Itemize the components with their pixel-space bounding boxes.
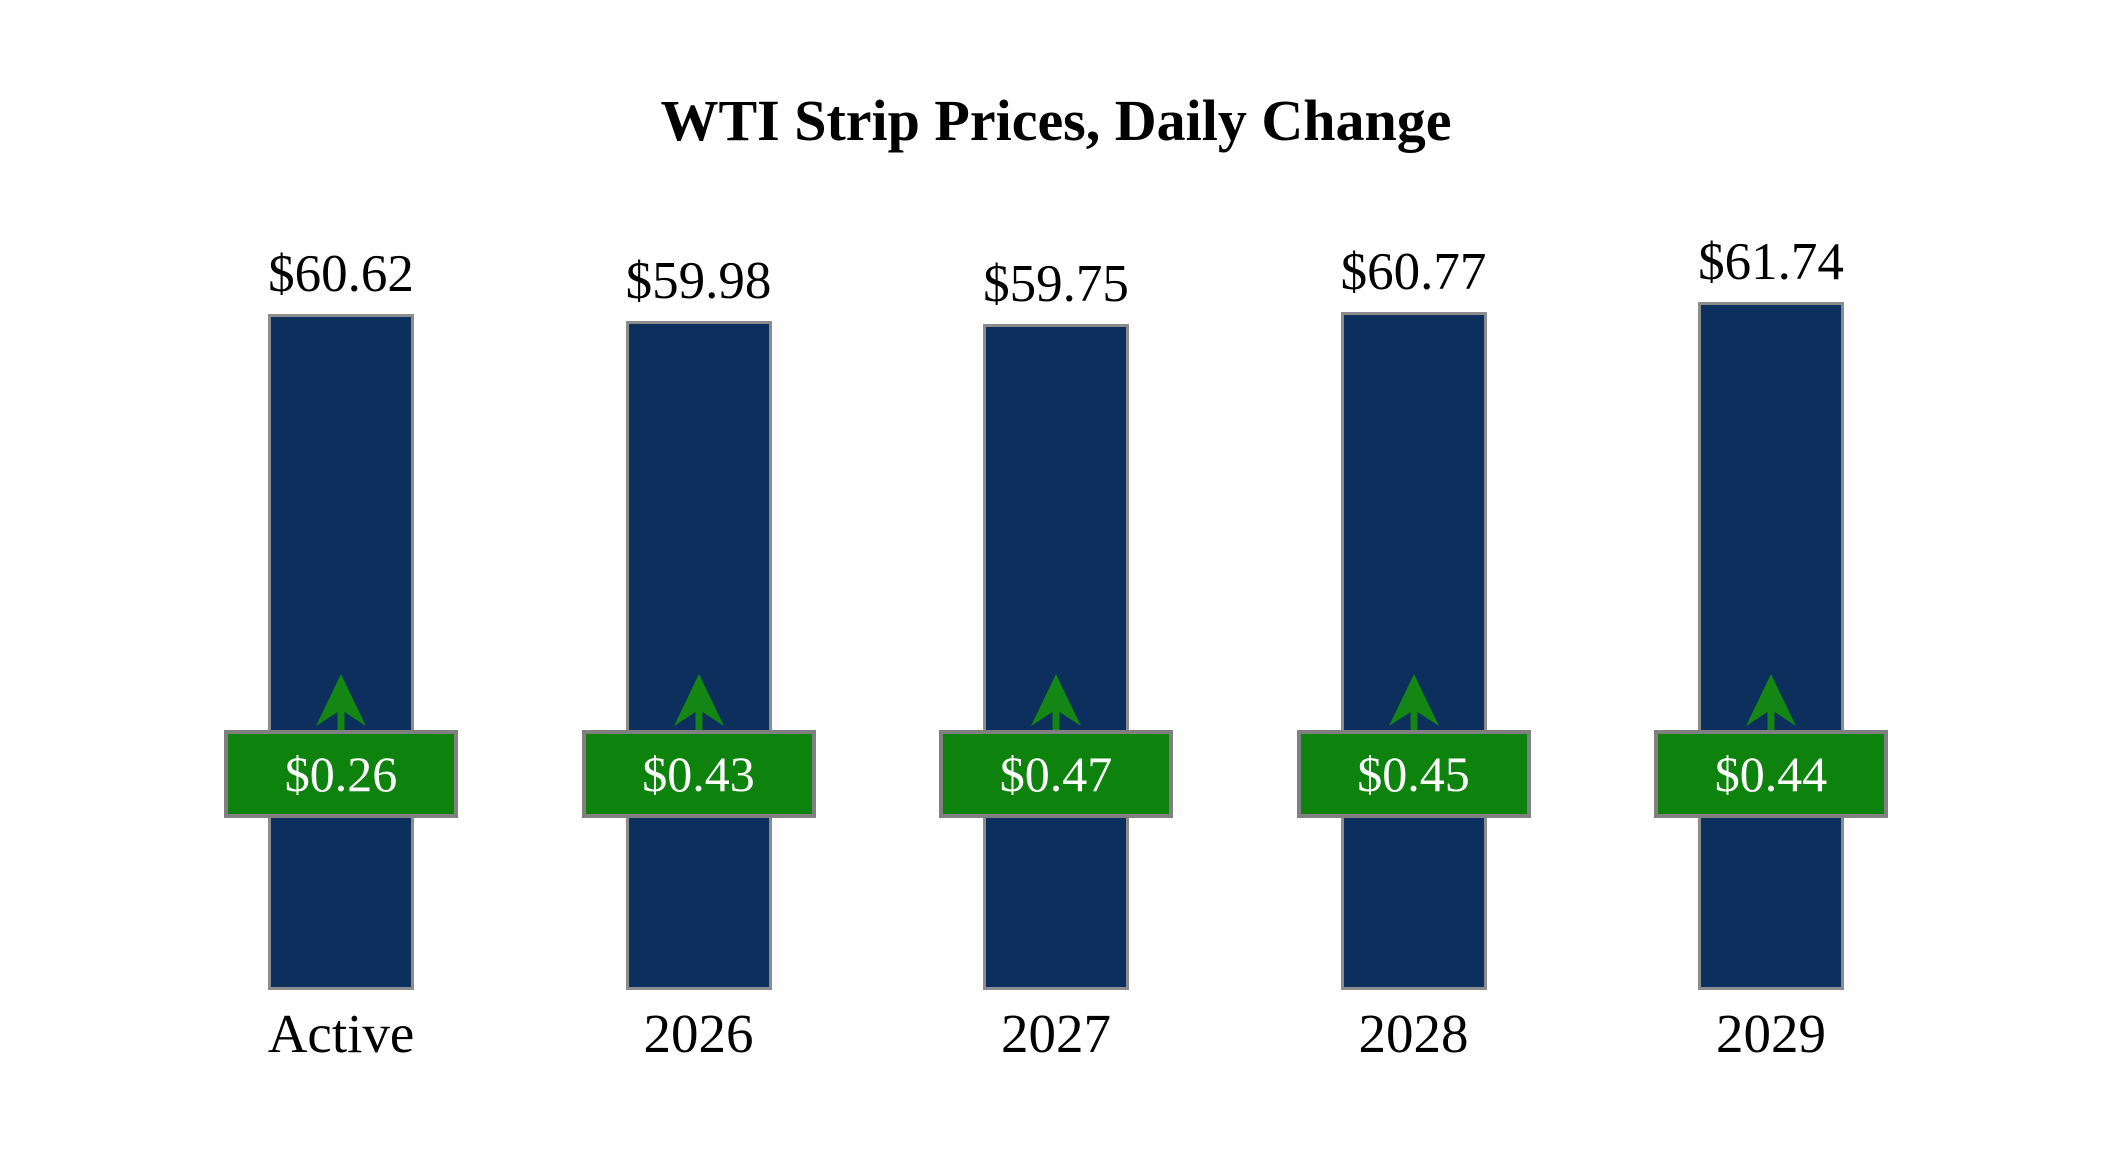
up-arrow-icon [672, 674, 726, 735]
up-arrow-icon [1387, 674, 1441, 735]
change-badge: $0.45 [1296, 730, 1531, 818]
category-label: 2026 [643, 1003, 754, 1064]
up-arrow-icon [1744, 674, 1798, 735]
category-label: 2029 [1716, 1003, 1826, 1064]
price-bar [268, 314, 414, 990]
price-bar [1698, 302, 1844, 990]
price-bar [983, 324, 1129, 990]
up-arrow-icon [314, 674, 368, 735]
change-badge: $0.26 [224, 730, 458, 818]
change-badge: $0.47 [939, 730, 1173, 818]
category-label: Active [267, 1003, 415, 1064]
category-label: 2028 [1358, 1003, 1469, 1064]
price-label: $60.62 [268, 245, 414, 303]
price-label: $59.98 [625, 252, 772, 310]
change-badge: $0.44 [1654, 730, 1888, 818]
price-label: $61.74 [1698, 233, 1844, 291]
price-label: $60.77 [1340, 243, 1487, 301]
price-bar [1340, 312, 1487, 990]
change-badge: $0.43 [581, 730, 816, 818]
chart-title: WTI Strip Prices, Daily Change [660, 88, 1452, 153]
price-label: $59.75 [983, 255, 1129, 313]
category-label: 2027 [1001, 1003, 1111, 1064]
price-bar [625, 321, 772, 990]
up-arrow-icon [1029, 674, 1083, 735]
